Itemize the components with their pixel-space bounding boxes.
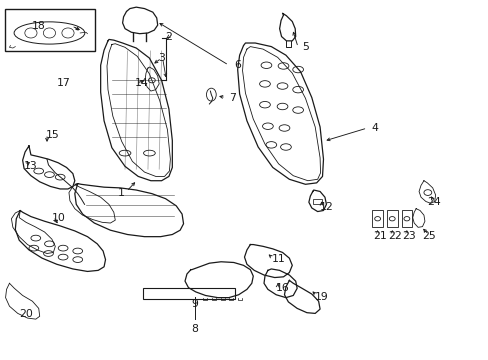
Text: 5: 5	[302, 42, 308, 52]
Text: 7: 7	[228, 93, 235, 103]
Text: 3: 3	[158, 53, 165, 63]
Text: 20: 20	[19, 310, 33, 319]
Text: 22: 22	[387, 231, 401, 240]
Text: 8: 8	[191, 324, 198, 334]
Text: 12: 12	[320, 202, 333, 212]
Text: 25: 25	[421, 231, 435, 240]
Text: 4: 4	[370, 123, 377, 133]
Text: 2: 2	[165, 32, 172, 41]
Text: 17: 17	[57, 78, 71, 88]
Text: 24: 24	[426, 197, 440, 207]
Text: 15: 15	[45, 130, 59, 140]
Bar	[312, 199, 321, 204]
Text: 23: 23	[402, 231, 415, 240]
Text: 11: 11	[271, 254, 285, 264]
Text: 18: 18	[32, 21, 45, 31]
Text: 13: 13	[24, 161, 38, 171]
Text: 21: 21	[372, 231, 386, 240]
Text: 6: 6	[234, 60, 241, 70]
Bar	[143, 288, 234, 299]
Text: 14: 14	[135, 78, 148, 88]
Text: 9: 9	[191, 299, 198, 309]
Bar	[4, 9, 95, 51]
Text: 16: 16	[276, 283, 289, 293]
Text: 19: 19	[315, 292, 328, 302]
Text: 10: 10	[52, 213, 65, 222]
Text: 1: 1	[118, 188, 125, 198]
